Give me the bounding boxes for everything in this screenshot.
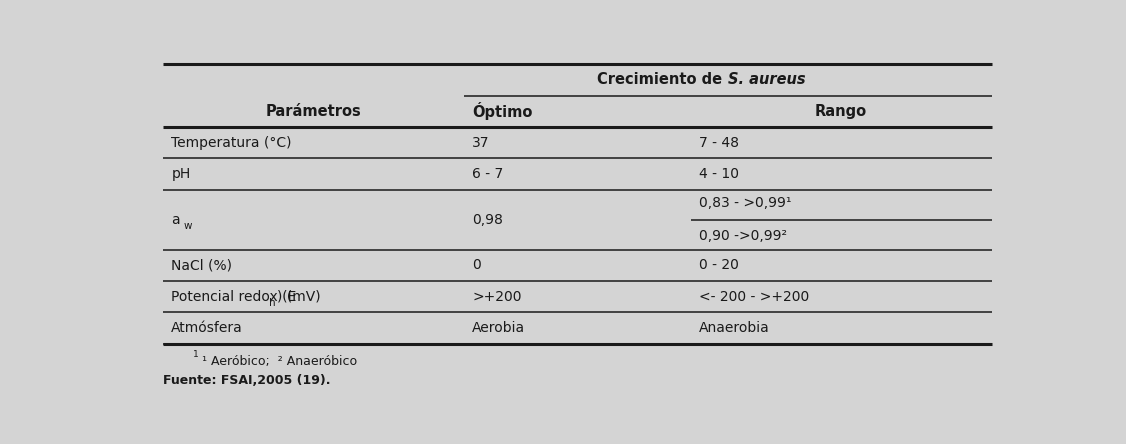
Text: 7 - 48: 7 - 48	[699, 135, 740, 150]
Text: >+200: >+200	[473, 289, 521, 304]
Text: 0: 0	[473, 258, 481, 272]
Text: h: h	[269, 298, 275, 308]
Text: Fuente: FSAI,2005 (19).: Fuente: FSAI,2005 (19).	[162, 374, 330, 387]
Text: 6 - 7: 6 - 7	[473, 167, 503, 181]
Text: a: a	[171, 213, 180, 226]
Text: Rango: Rango	[815, 104, 867, 119]
Text: 0 - 20: 0 - 20	[699, 258, 739, 272]
Text: Crecimiento de: Crecimiento de	[598, 72, 727, 87]
Text: 0,90 ->0,99²: 0,90 ->0,99²	[699, 229, 787, 243]
Text: 37: 37	[473, 135, 490, 150]
Text: Aerobia: Aerobia	[473, 321, 526, 335]
Text: Temperatura (°C): Temperatura (°C)	[171, 135, 292, 150]
Text: ¹ Aeróbico;  ² Anaeróbico: ¹ Aeróbico; ² Anaeróbico	[202, 356, 357, 369]
Text: S. aureus: S. aureus	[727, 72, 805, 87]
Text: 1: 1	[194, 350, 199, 359]
Text: Atmósfera: Atmósfera	[171, 321, 243, 335]
Text: 0,83 - >0,99¹: 0,83 - >0,99¹	[699, 196, 792, 210]
Text: Óptimo: Óptimo	[473, 103, 533, 120]
Text: Potencial redox (E: Potencial redox (E	[171, 289, 296, 304]
Text: Parámetros: Parámetros	[266, 104, 361, 119]
Text: 4 - 10: 4 - 10	[699, 167, 740, 181]
Text: 0,98: 0,98	[473, 213, 503, 226]
Text: NaCl (%): NaCl (%)	[171, 258, 232, 272]
Text: ) (mV): ) (mV)	[277, 289, 321, 304]
Text: w: w	[184, 221, 193, 231]
Text: Anaerobia: Anaerobia	[699, 321, 770, 335]
Text: pH: pH	[171, 167, 190, 181]
Text: <- 200 - >+200: <- 200 - >+200	[699, 289, 810, 304]
